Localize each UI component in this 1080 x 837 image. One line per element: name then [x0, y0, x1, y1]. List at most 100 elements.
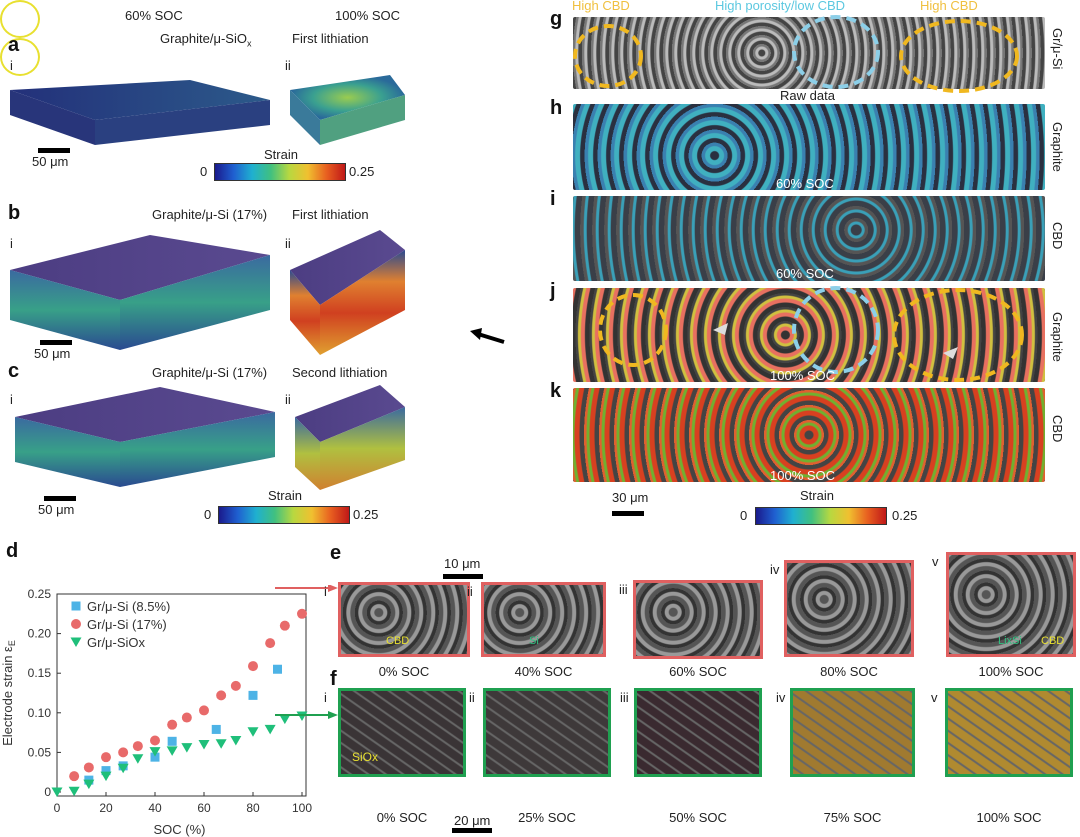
scale-label: 30 μm	[612, 490, 649, 505]
soc-label: 60% SOC	[669, 664, 727, 679]
data-point-series-2	[297, 608, 307, 619]
soc-label: 50% SOC	[669, 810, 727, 825]
subpanel-number: ii	[467, 584, 473, 599]
colorbar-title: Strain	[268, 488, 302, 503]
panel-label-e: e	[330, 542, 342, 564]
scale-bar	[452, 828, 492, 833]
panel-a-material: Graphite/μ-SiOx	[160, 31, 252, 49]
legend-marker-1	[71, 601, 81, 611]
panel-label-d: d	[6, 540, 19, 562]
subpanel-number: iii	[619, 582, 628, 597]
data-point-series-3	[247, 727, 259, 737]
scale-bar	[38, 148, 70, 153]
plot-frame	[56, 593, 307, 797]
annotation: CBD	[386, 635, 410, 647]
data-point-series-2	[101, 752, 111, 763]
panel-a-condition: First lithiation	[292, 31, 369, 46]
panel-label-g: g	[550, 8, 563, 30]
data-point-series-2	[83, 762, 94, 773]
annotation: CBD	[1041, 635, 1065, 647]
x-axis-label: SOC (%)	[154, 822, 206, 837]
data-point-series-1	[211, 724, 221, 734]
data-point-series-3	[149, 747, 161, 757]
panel-b-material: Graphite/μ-Si (17%)	[152, 207, 268, 222]
caption-60-soc: 60% SOC	[776, 266, 834, 281]
data-point-series-1	[167, 736, 177, 746]
strain-vs-soc-chart: 0 20 40 60 80 100 0 0.05 0.10 0.15 0.20 0.25 SOC (%)…	[0, 587, 312, 837]
data-point-series-3	[68, 786, 80, 797]
annotation-high-porosity: High porosity/low CBD	[715, 0, 846, 13]
data-point-series-1	[248, 690, 258, 700]
data-point-series-2	[279, 620, 290, 631]
legend-marker-2	[71, 619, 81, 629]
arrow-icon	[470, 328, 505, 344]
panel-c-condition: Second lithiation	[292, 365, 388, 380]
scale-label: 50 μm	[38, 502, 75, 517]
colorbar-min: 0	[740, 508, 748, 523]
panel-c-material: Graphite/μ-Si (17%)	[152, 365, 268, 380]
graphite-strain-60-image	[573, 104, 1045, 190]
scale-label: 50 μm	[32, 154, 69, 169]
optical-image-f-5	[945, 688, 1073, 777]
strain-volumes-b	[10, 230, 405, 355]
panel-b-condition: First lithiation	[292, 207, 369, 222]
data-point-series-2	[118, 747, 129, 758]
data-point-series-2	[265, 638, 276, 649]
optical-image-f-3	[634, 688, 762, 777]
soc-label: 100% SOC	[978, 664, 1044, 679]
optical-image-f-2	[483, 688, 611, 777]
scale-bar	[44, 496, 76, 501]
data-point-series-3	[215, 739, 227, 749]
legend-label-3: Gr/μ-SiOx	[87, 635, 146, 650]
data-point-series-3	[100, 771, 112, 782]
side-label-h: Graphite	[1050, 122, 1065, 172]
xct-image-e-1	[338, 582, 470, 657]
subpanel-number: iv	[770, 562, 780, 577]
data-point-series-3	[198, 739, 210, 750]
connector-arrows	[275, 585, 338, 719]
scale-label: 10 μm	[444, 556, 481, 571]
x-tick-label: 0	[54, 801, 61, 815]
data-point-series-3	[230, 736, 242, 746]
panel-label-h: h	[550, 97, 563, 119]
colorbar-max: 0.25	[892, 508, 918, 523]
x-tick-label: 80	[246, 801, 260, 815]
data-point-series-3	[132, 754, 144, 764]
x-tick-label: 20	[99, 801, 113, 815]
data-point-series-2	[216, 690, 227, 701]
data-point-series-2	[132, 741, 143, 752]
soc-label: 80% SOC	[820, 664, 878, 679]
subpanel-i: i	[10, 58, 13, 73]
graphite-strain-100-image	[573, 288, 1045, 382]
data-point-series-3	[83, 779, 95, 790]
colorbar-title: Strain	[800, 488, 834, 503]
data-point-series-1	[273, 664, 282, 674]
subpanel-number: i	[324, 690, 327, 705]
annotation: Si	[529, 635, 539, 647]
data-point-series-2	[69, 771, 80, 782]
data-point-series-2	[150, 735, 160, 746]
cbd-circle	[0, 0, 40, 38]
raw-data-image	[573, 17, 1045, 89]
cbd-circle	[0, 38, 40, 76]
subpanel-number: i	[324, 584, 327, 599]
scale-label: 20 μm	[454, 813, 491, 828]
data-point-series-2	[181, 712, 192, 723]
colorbar-min: 0	[204, 507, 212, 522]
y-axis-label: Electrode strain εE	[0, 640, 17, 746]
x-tick-label: 40	[148, 801, 162, 815]
scale-bar	[40, 340, 72, 345]
legend-marker-3	[70, 637, 82, 647]
caption-raw-data: Raw data	[780, 88, 835, 103]
column-header-60-soc: 60% SOC	[125, 8, 183, 23]
y-tick-label: 0.20	[28, 627, 52, 641]
xct-image-e-3	[633, 580, 763, 659]
caption-100-soc: 100% SOC	[770, 368, 836, 383]
cbd-strain-100-image	[573, 388, 1045, 482]
panel-label-f: f	[330, 668, 337, 690]
data-point-series-1	[101, 766, 111, 776]
side-label-j: Graphite	[1050, 312, 1065, 362]
subpanel-ii: ii	[285, 236, 291, 251]
scale-label: 50 μm	[34, 346, 71, 361]
